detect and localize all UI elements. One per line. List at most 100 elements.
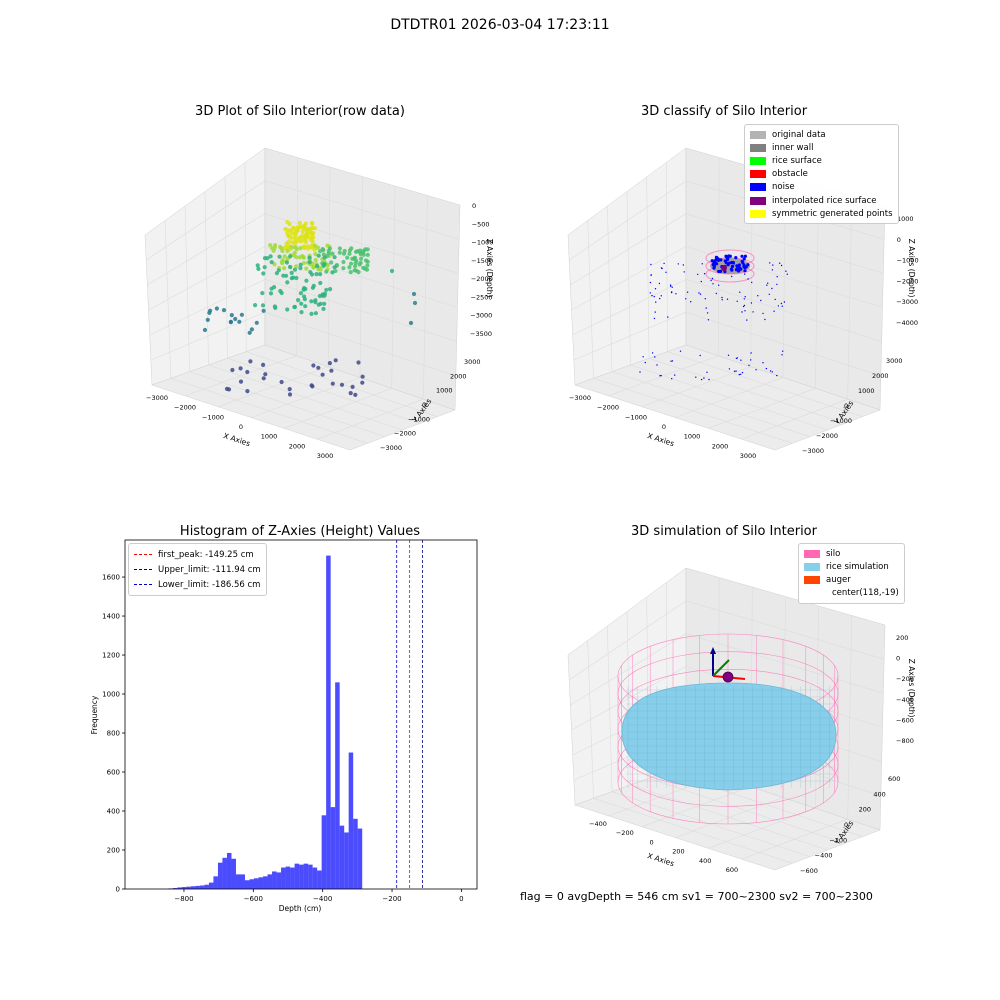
plot2-y-tick-label: −2000 — [816, 432, 838, 440]
plot1-point — [320, 372, 325, 377]
plot2-noise-point — [731, 275, 733, 278]
plot4-y-tick-label: 400 — [873, 790, 885, 798]
plot1-point — [332, 265, 337, 270]
plot2-noise-point — [762, 312, 764, 315]
plot2-z-tick-label: 1000 — [897, 215, 914, 223]
plot1-point — [318, 272, 323, 277]
plot2-noise-point — [715, 292, 717, 295]
plot1-point — [337, 246, 342, 251]
histogram-legend-item: Upper_limit: -111.94 cm — [134, 562, 261, 577]
plot1-point — [309, 311, 314, 316]
plot2-legend-swatch — [750, 183, 766, 192]
plot2-legend-item: symmetric generated points — [750, 207, 893, 220]
histogram-bar — [326, 555, 331, 889]
plot1-point — [249, 327, 254, 332]
histogram-bar — [321, 815, 327, 889]
plot2-noise-point — [712, 261, 716, 265]
plot1-point — [297, 235, 302, 240]
histogram-bar — [312, 867, 318, 889]
plot2-noise-point — [780, 264, 783, 267]
plot4-y-tick-label: −600 — [800, 867, 818, 875]
plot1-point — [297, 225, 302, 230]
plot1-y-tick-label: 3000 — [464, 358, 481, 366]
plot2-noise-point — [712, 266, 716, 270]
plot1-point — [348, 270, 353, 275]
plot1-point — [302, 294, 307, 299]
plot2-noise-point — [706, 371, 708, 373]
plot1-point — [228, 319, 233, 324]
plot1-point — [310, 225, 315, 230]
histogram-ytick-label: 800 — [107, 730, 120, 738]
plot2-noise-point — [776, 374, 778, 377]
plot2-noise-point — [765, 367, 768, 370]
plot1-point — [280, 248, 285, 254]
histogram-frame — [124, 539, 478, 890]
plot2-noise-point — [740, 373, 742, 375]
plot1-point — [285, 248, 290, 253]
plot1-point — [322, 262, 327, 267]
plot1-point — [279, 379, 284, 385]
plot1-point — [309, 231, 314, 236]
histogram-bar — [357, 828, 363, 889]
histogram-bar — [263, 876, 268, 889]
plot1-point — [247, 330, 252, 335]
plot1-axes-pane-left — [144, 147, 266, 386]
plot1-point — [301, 234, 307, 239]
plot1-point — [353, 249, 359, 254]
plot2-noise-point — [768, 293, 770, 295]
plot2-noise-point — [699, 354, 701, 357]
plot1-point — [350, 384, 355, 389]
plot2-noise-point — [773, 310, 775, 312]
plot2-noise-point — [781, 305, 783, 307]
histogram-ytick-label: 1400 — [102, 613, 120, 621]
plot1-point — [304, 231, 309, 236]
plot1-point — [280, 258, 285, 263]
plot2-noise-point — [639, 371, 641, 373]
histogram-ytick-label: 1000 — [102, 691, 120, 699]
plot1-point — [268, 243, 273, 248]
histogram-ytick-label: 200 — [107, 847, 120, 855]
plot1-point — [294, 275, 299, 281]
plot2-noise-point — [766, 284, 768, 286]
plot2-noise-point — [762, 362, 764, 364]
plot1-point — [358, 250, 363, 255]
plot2-noise-point — [700, 280, 702, 283]
plot1-point — [237, 319, 242, 324]
histogram-bar — [240, 874, 245, 889]
histogram-bar — [335, 682, 340, 889]
histogram-ytick-label: 1600 — [102, 574, 120, 582]
plot1-point — [321, 247, 326, 253]
plot2-z-tick-label: −2000 — [896, 277, 918, 285]
plot1-point — [279, 290, 284, 296]
plot2-y-tick-label: 2000 — [872, 372, 889, 380]
plot4-auger-axis-y — [712, 659, 730, 677]
plot2-noise-point — [690, 301, 692, 303]
plot1-point — [309, 220, 314, 226]
plot2-noise-point — [671, 378, 673, 380]
plot1-point — [269, 260, 274, 265]
plot1-point — [330, 381, 335, 386]
plot4-zlabel: Z Axies (Depth) — [907, 659, 916, 718]
plot1-point — [356, 360, 361, 365]
plot1-point — [293, 237, 298, 242]
plot1-point — [327, 361, 332, 366]
plot1-point — [348, 391, 353, 396]
plot4-z-tick-label: 0 — [896, 655, 900, 663]
plot1-point — [285, 307, 290, 312]
plot1-point — [333, 358, 338, 363]
plot2-legend-item: inner wall — [750, 141, 893, 154]
plot4-legend-swatch — [804, 575, 820, 584]
plot1-axes — [144, 147, 461, 451]
plot1-point — [321, 252, 326, 257]
plot1-point — [303, 286, 308, 292]
plot1-point — [313, 311, 318, 316]
plot1-point — [364, 267, 370, 272]
plot1-point — [412, 300, 418, 306]
histogram-bar — [339, 825, 345, 889]
histogram-bar — [330, 807, 336, 889]
plot2-legend-item: obstacle — [750, 168, 893, 181]
plot2-noise-point — [697, 273, 699, 276]
plot1-point — [289, 244, 294, 250]
plot2-noise-point — [764, 318, 766, 321]
plot2-noise-point — [686, 291, 689, 293]
